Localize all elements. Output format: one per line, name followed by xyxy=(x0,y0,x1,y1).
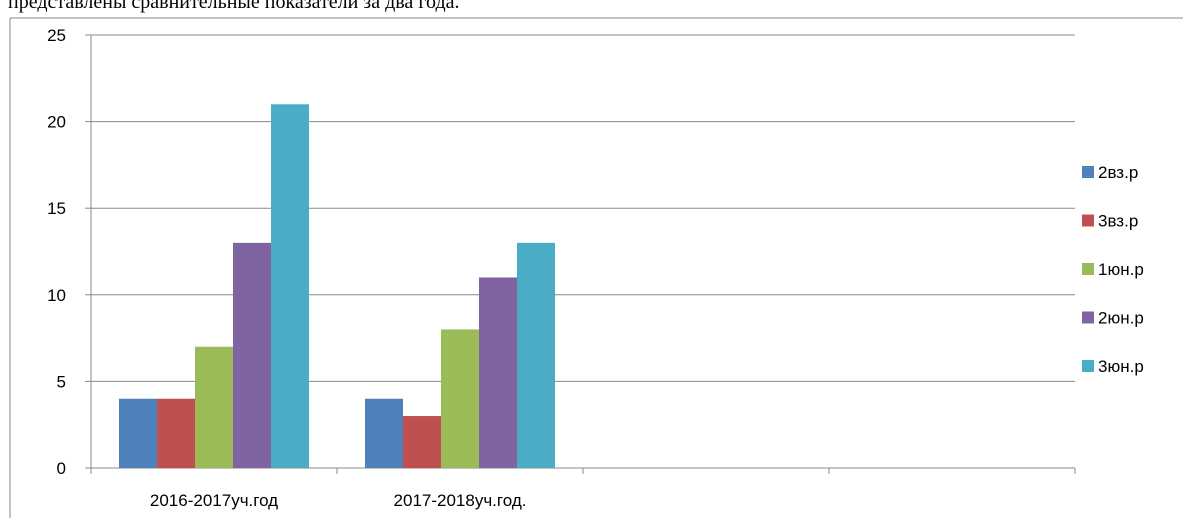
bar xyxy=(517,242,555,468)
y-tick-label: 25 xyxy=(47,26,66,45)
legend-label: 3юн.р xyxy=(1098,357,1144,376)
y-tick-label: 15 xyxy=(47,199,66,218)
legend-swatch xyxy=(1082,311,1094,324)
y-tick-label: 20 xyxy=(47,113,66,132)
legend-label: 1юн.р xyxy=(1098,260,1144,279)
y-tick-label: 10 xyxy=(47,286,66,305)
bar xyxy=(233,242,271,468)
bar xyxy=(479,277,517,468)
bar xyxy=(365,398,403,468)
x-tick-label: 2016-2017уч.год xyxy=(150,491,278,510)
bar xyxy=(157,398,195,468)
legend-label: 3вз.р xyxy=(1098,212,1138,231)
bar xyxy=(119,398,157,468)
legend-swatch xyxy=(1082,263,1094,275)
caption: представлены сравнительные показатели за… xyxy=(8,0,460,13)
y-tick-label: 0 xyxy=(57,459,66,478)
x-tick-label: 2017-2018уч.год. xyxy=(394,491,527,510)
legend-label: 2вз.р xyxy=(1098,163,1138,182)
bar xyxy=(271,104,309,468)
bar xyxy=(195,346,233,468)
y-tick-label: 5 xyxy=(57,372,66,391)
bar xyxy=(441,329,479,468)
bar xyxy=(403,416,441,468)
legend-swatch xyxy=(1082,360,1094,372)
legend-swatch xyxy=(1082,214,1094,227)
legend-label: 2юн.р xyxy=(1098,309,1144,328)
legend-swatch xyxy=(1082,166,1094,178)
